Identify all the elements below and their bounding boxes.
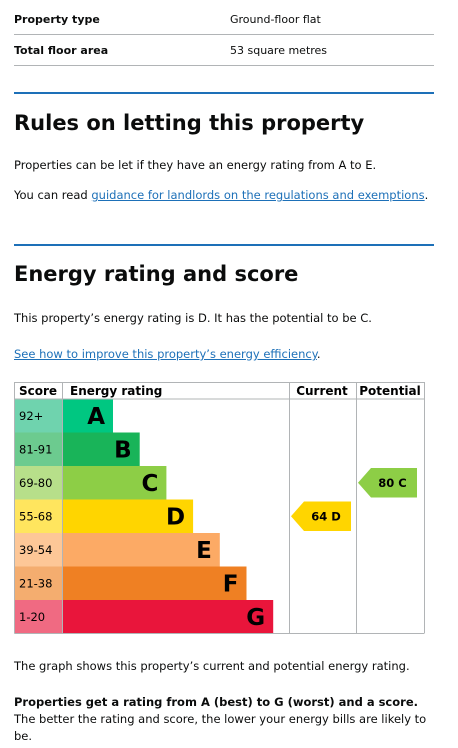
rating-bar	[62, 432, 140, 466]
band-letter: E	[196, 538, 212, 564]
rating-bar	[62, 499, 194, 533]
section-break	[14, 92, 434, 94]
current-label: 64 D	[311, 509, 341, 523]
bold-text: Properties get a rating from A (best) to…	[14, 695, 418, 709]
paragraph: See how to improve this property’s energ…	[14, 346, 321, 363]
column-header: Energy rating	[70, 384, 162, 398]
score-label: 55-68	[19, 509, 52, 523]
paragraph: This property’s energy rating is D. It h…	[14, 311, 372, 325]
score-label: 81-91	[19, 442, 52, 456]
score-cell	[14, 499, 62, 533]
rating-bar	[62, 600, 274, 634]
rating-bar	[62, 399, 113, 433]
paragraph: Properties can be let if they have an en…	[14, 158, 377, 172]
score-cell	[14, 533, 62, 567]
score: 80	[378, 476, 394, 490]
paragraph: Properties get a rating from A (best) to…	[14, 694, 434, 745]
rating-bar	[62, 566, 247, 600]
column-header: Potential	[359, 384, 421, 398]
band: C	[398, 476, 406, 490]
heading: Rules on letting this property	[14, 111, 365, 135]
section-break	[14, 244, 434, 246]
text: .	[316, 347, 321, 361]
band-letter: F	[223, 571, 239, 597]
score-cell	[14, 566, 62, 600]
score-label: 21-38	[19, 576, 52, 590]
band-letter: G	[246, 605, 265, 631]
paragraph: You can read guidance for landlords on t…	[14, 187, 428, 204]
summary-value: Ground-floor flat	[230, 13, 321, 26]
band-letter: D	[166, 504, 185, 530]
link[interactable]: See how to improve this property’s energ…	[14, 347, 317, 361]
text: You can read	[14, 188, 92, 202]
score-cell	[14, 432, 62, 466]
text: .	[424, 188, 429, 202]
score-label: 69-80	[19, 476, 52, 490]
heading: Energy rating and score	[14, 262, 299, 286]
score-cell	[14, 600, 62, 634]
summary-key: Total floor area	[14, 44, 109, 57]
potential-arrow	[358, 468, 417, 498]
score-cell	[14, 399, 62, 433]
band-letter: A	[87, 404, 105, 430]
summary-row: Property type Ground-floor flat	[14, 3, 434, 35]
current-arrow	[291, 501, 351, 531]
column-header: Current	[296, 384, 348, 398]
rating-bar	[62, 533, 220, 567]
score-label: 1-20	[19, 610, 45, 624]
paragraph: The graph shows this property’s current …	[14, 659, 410, 673]
score-label: 39-54	[19, 543, 52, 557]
energy-graph: Score Energy rating Current Potential 92+ A 81…	[14, 382, 425, 634]
score: 64	[311, 509, 327, 523]
potential-label: 80 C	[378, 476, 406, 490]
score-cell	[14, 466, 62, 500]
summary-key: Property type	[14, 13, 100, 26]
band-letter: C	[142, 471, 159, 497]
summary-row: Total floor area 53 square metres	[14, 34, 434, 66]
score-label: 92+	[19, 409, 43, 423]
summary-value: 53 square metres	[230, 44, 328, 57]
band: D	[331, 509, 341, 523]
column-header: Score	[19, 384, 57, 398]
rating-bar	[62, 466, 167, 500]
band-letter: B	[114, 437, 132, 463]
link[interactable]: guidance for landlords on the regulation…	[91, 188, 425, 202]
text: The better the rating and score, the low…	[14, 712, 427, 743]
